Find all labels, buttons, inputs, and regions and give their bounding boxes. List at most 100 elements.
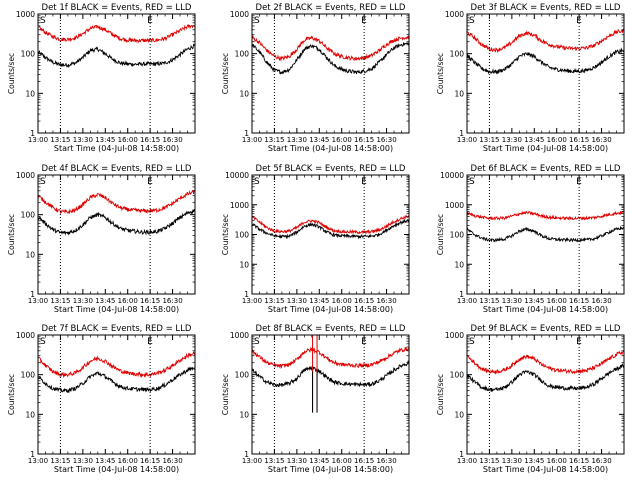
x-tick-label: 16:00 (332, 297, 352, 305)
x-tick-label: 13:45 (309, 457, 329, 465)
start-marker-label: S (40, 337, 46, 347)
series-line-lld (37, 24, 196, 44)
plot-frame (37, 334, 196, 455)
x-tick-label: 16:00 (118, 136, 138, 144)
y-axis-label: Counts/sec (7, 374, 16, 415)
y-tick-label: 1000 (445, 10, 464, 19)
plot-frame (251, 13, 410, 134)
series-line-lld (466, 350, 625, 375)
series-line-events (251, 359, 410, 388)
y-tick-label: 1 (244, 290, 249, 299)
y-tick-label: 1000 (230, 331, 249, 340)
x-tick-label: 13:30 (73, 457, 93, 465)
chart-title: Det 4f BLACK = Events, RED = LLD (42, 164, 192, 174)
x-tick-label: 16:00 (118, 297, 138, 305)
y-tick-label: 100 (450, 231, 465, 240)
x-tick-label: 13:00 (242, 136, 262, 144)
end-marker-label: E (147, 177, 153, 187)
x-axis-label: Start Time (04-Jul-08 14:58:00) (54, 144, 179, 153)
start-marker-label: S (254, 16, 260, 26)
x-tick-label: 16:15 (354, 297, 374, 305)
x-tick-label: 16:00 (547, 457, 567, 465)
end-marker-label: E (576, 177, 582, 187)
x-tick-label: 13:45 (309, 297, 329, 305)
y-axis-label: Counts/sec (436, 214, 445, 255)
series-line-events (466, 363, 625, 393)
chart-title: Det 8f BLACK = Events, RED = LLD (256, 324, 406, 334)
y-tick-label: 1000 (16, 10, 35, 19)
y-tick-label: 1 (459, 290, 464, 299)
y-tick-label: 1000 (445, 201, 464, 210)
y-tick-label: 10000 (440, 171, 464, 180)
plot-frame (37, 174, 196, 295)
chart-panel-4: Det 4f BLACK = Events, RED = LLD S E 1 10 100… (7, 164, 196, 314)
y-tick-label: 10 (454, 260, 464, 269)
y-tick-label: 10 (239, 410, 249, 419)
x-tick-label: 16:30 (591, 457, 611, 465)
plot-frame (466, 334, 625, 455)
series-line-events (37, 366, 196, 394)
series-line-lld (251, 214, 410, 235)
y-tick-label: 1 (459, 129, 464, 138)
chart-title: Det 2f BLACK = Events, RED = LLD (256, 3, 406, 13)
y-tick-label: 10 (239, 260, 249, 269)
x-tick-label: 13:00 (457, 457, 477, 465)
x-tick-label: 13:15 (479, 136, 499, 144)
x-tick-label: 16:00 (118, 457, 138, 465)
series-line-events (251, 42, 410, 75)
y-tick-label: 1 (244, 129, 249, 138)
y-axis-label: Counts/sec (436, 53, 445, 94)
y-tick-label: 1000 (16, 171, 35, 180)
x-tick-label: 13:30 (73, 136, 93, 144)
series-line-lld (251, 346, 410, 370)
x-tick-label: 16:30 (591, 297, 611, 305)
x-tick-label: 16:15 (140, 457, 160, 465)
chart-panel-7: Det 7f BLACK = Events, RED = LLD S E 1 10 100… (7, 324, 196, 474)
series-line-lld (251, 34, 410, 62)
series-line-events (466, 225, 625, 243)
series-line-events (466, 47, 625, 75)
y-tick-label: 100 (450, 50, 465, 59)
y-tick-label: 100 (21, 371, 36, 380)
x-tick-label: 13:15 (264, 297, 284, 305)
x-tick-label: 16:15 (354, 457, 374, 465)
chart-panel-6: Det 6f BLACK = Events, RED = LLD S E 1 10 100… (436, 164, 625, 314)
x-tick-label: 16:15 (569, 136, 589, 144)
x-tick-label: 13:45 (524, 297, 544, 305)
series-line-lld (37, 189, 196, 215)
x-tick-label: 16:15 (140, 136, 160, 144)
x-tick-label: 13:00 (28, 297, 48, 305)
x-tick-label: 13:30 (502, 457, 522, 465)
x-tick-label: 16:30 (162, 297, 182, 305)
x-tick-label: 13:00 (242, 457, 262, 465)
x-tick-label: 13:00 (28, 457, 48, 465)
y-tick-label: 10000 (225, 171, 249, 180)
y-tick-label: 1 (30, 290, 35, 299)
x-tick-label: 13:00 (28, 136, 48, 144)
x-tick-label: 13:30 (73, 297, 93, 305)
series-line-lld (466, 210, 625, 221)
x-tick-label: 13:15 (50, 297, 70, 305)
chart-panel-3: Det 3f BLACK = Events, RED = LLD S E 1 10 100… (436, 3, 625, 153)
end-marker-label: E (361, 337, 367, 347)
end-marker-label: E (576, 16, 582, 26)
x-tick-label: 13:30 (502, 297, 522, 305)
x-axis-label: Start Time (04-Jul-08 14:58:00) (483, 465, 608, 474)
x-tick-label: 16:00 (547, 136, 567, 144)
x-tick-label: 16:30 (376, 457, 396, 465)
y-axis-label: Counts/sec (436, 374, 445, 415)
y-tick-label: 1 (459, 450, 464, 459)
start-marker-label: S (469, 177, 475, 187)
x-tick-label: 16:30 (162, 136, 182, 144)
y-tick-label: 1000 (230, 10, 249, 19)
start-marker-label: S (254, 177, 260, 187)
x-tick-label: 13:00 (457, 136, 477, 144)
x-tick-label: 16:15 (569, 457, 589, 465)
x-tick-label: 13:45 (524, 136, 544, 144)
start-marker-label: S (40, 177, 46, 187)
x-tick-label: 16:30 (376, 297, 396, 305)
x-tick-label: 13:15 (50, 457, 70, 465)
x-axis-label: Start Time (04-Jul-08 14:58:00) (268, 305, 393, 314)
